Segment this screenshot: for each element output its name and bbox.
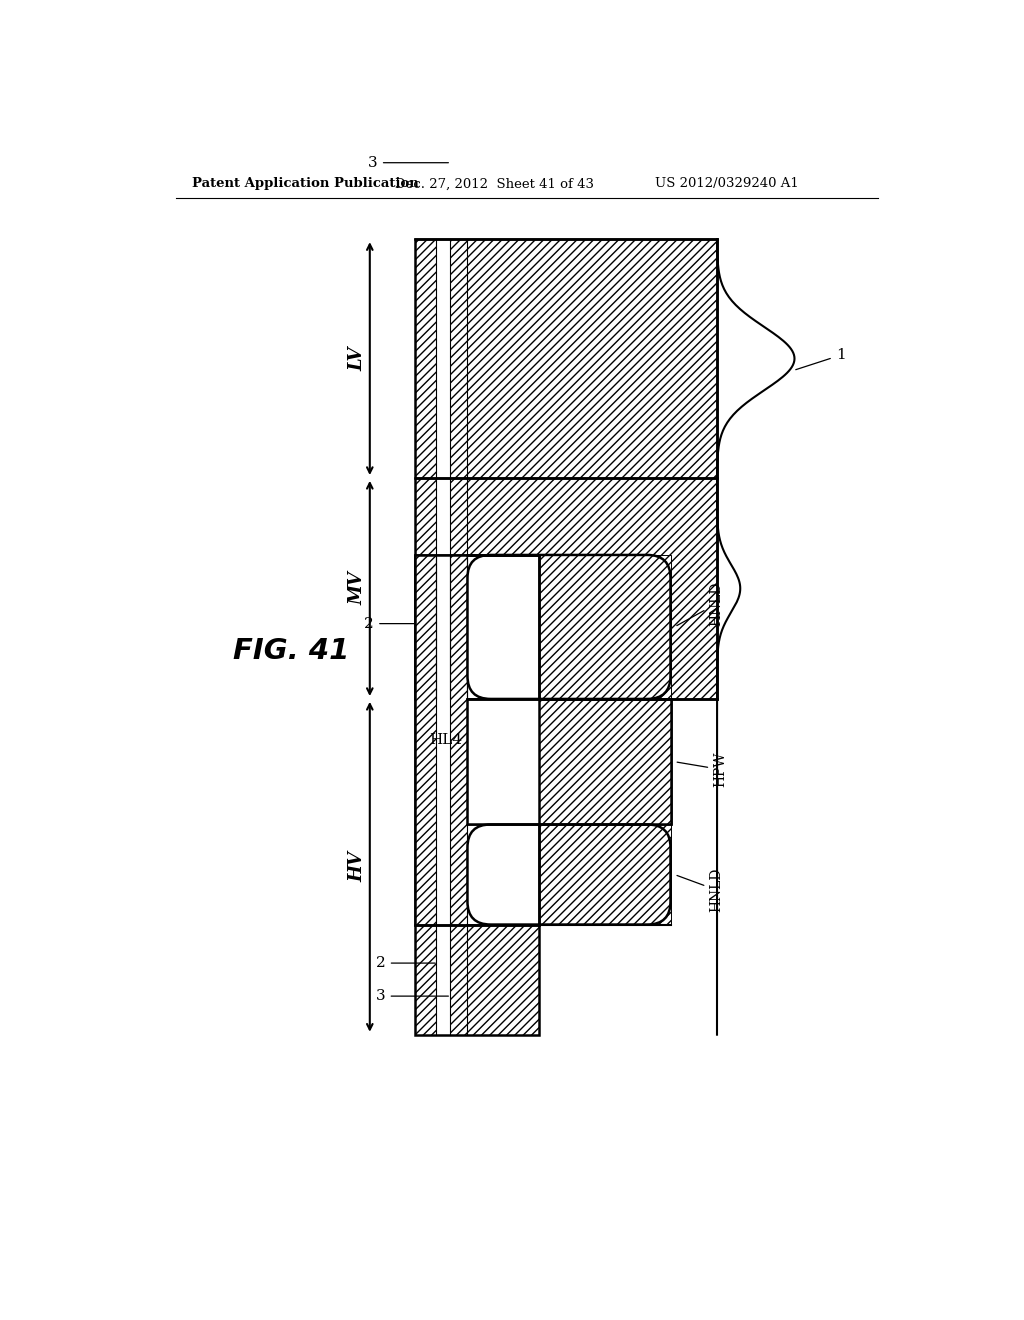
Bar bbox=[467, 924, 539, 1035]
Text: US 2012/0329240 A1: US 2012/0329240 A1 bbox=[655, 177, 799, 190]
Bar bbox=[450, 239, 467, 478]
Bar bbox=[436, 924, 450, 1035]
Bar bbox=[436, 478, 450, 700]
Bar bbox=[415, 924, 436, 1035]
Bar bbox=[450, 554, 467, 924]
Text: Patent Application Publication: Patent Application Publication bbox=[191, 177, 418, 190]
Bar bbox=[467, 825, 671, 924]
Text: 1: 1 bbox=[796, 348, 846, 370]
Bar bbox=[415, 554, 539, 924]
Bar bbox=[450, 478, 467, 700]
Text: HL4: HL4 bbox=[429, 733, 462, 747]
Bar bbox=[415, 478, 717, 700]
Bar bbox=[467, 554, 671, 700]
Text: HPW: HPW bbox=[677, 751, 727, 787]
Bar bbox=[467, 700, 539, 825]
Bar bbox=[467, 700, 671, 825]
Bar bbox=[436, 554, 450, 924]
Bar bbox=[467, 700, 671, 825]
Text: MV: MV bbox=[348, 572, 367, 606]
Text: HV: HV bbox=[348, 851, 367, 882]
Text: LV: LV bbox=[348, 346, 367, 371]
Bar bbox=[415, 478, 436, 700]
Bar bbox=[415, 239, 436, 478]
Text: 3: 3 bbox=[369, 156, 449, 170]
Text: Dec. 27, 2012  Sheet 41 of 43: Dec. 27, 2012 Sheet 41 of 43 bbox=[395, 177, 594, 190]
Text: FIG. 41: FIG. 41 bbox=[232, 638, 349, 665]
Bar bbox=[415, 924, 539, 1035]
Bar bbox=[415, 554, 539, 924]
Bar bbox=[436, 554, 450, 924]
Bar bbox=[415, 554, 436, 924]
Bar bbox=[467, 239, 717, 478]
Text: 2: 2 bbox=[376, 956, 435, 970]
Text: 2: 2 bbox=[365, 616, 445, 631]
Text: HNLD: HNLD bbox=[677, 867, 723, 912]
Bar bbox=[415, 239, 717, 478]
Bar bbox=[467, 478, 717, 700]
Bar bbox=[450, 924, 467, 1035]
Text: HNLD: HNLD bbox=[677, 582, 723, 626]
Bar bbox=[436, 239, 450, 478]
Text: 3: 3 bbox=[376, 989, 449, 1003]
Bar bbox=[467, 700, 671, 825]
